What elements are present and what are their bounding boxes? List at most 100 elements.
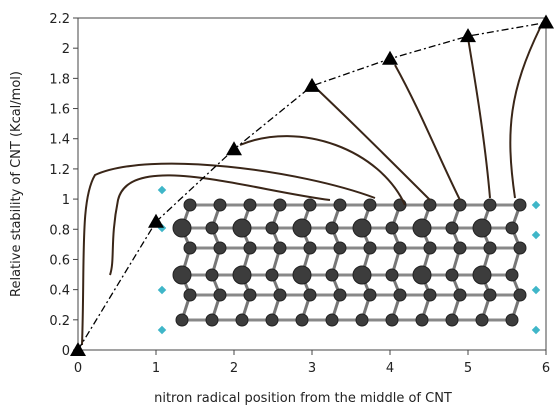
atom	[484, 199, 496, 211]
atom	[413, 219, 431, 237]
atom	[176, 314, 188, 326]
atom	[233, 219, 251, 237]
point	[304, 78, 320, 92]
atom	[326, 269, 338, 281]
atom	[484, 289, 496, 301]
atom	[446, 314, 458, 326]
atom	[506, 222, 518, 234]
point	[70, 342, 86, 356]
atom	[424, 199, 436, 211]
atom	[514, 289, 526, 301]
atom	[334, 289, 346, 301]
atom	[506, 269, 518, 281]
atom	[304, 199, 316, 211]
y-tick-label: 2.2	[49, 12, 70, 27]
atom	[206, 269, 218, 281]
hydrogen	[158, 186, 166, 194]
atom	[386, 222, 398, 234]
atom	[424, 289, 436, 301]
arrow	[468, 38, 490, 198]
atom	[334, 242, 346, 254]
atom	[356, 314, 368, 326]
atom	[413, 266, 431, 284]
atom	[206, 314, 218, 326]
atom	[334, 199, 346, 211]
hydrogen	[532, 231, 540, 239]
y-tick-label: 1.2	[49, 163, 70, 178]
atom	[244, 289, 256, 301]
atom	[184, 242, 196, 254]
atom	[353, 219, 371, 237]
atom	[446, 222, 458, 234]
atom	[236, 314, 248, 326]
hydrogen	[532, 201, 540, 209]
atom	[364, 242, 376, 254]
y-tick-label: 2	[62, 42, 70, 57]
x-axis-label: nitron radical position from the middle …	[154, 391, 452, 406]
atom	[506, 314, 518, 326]
atom	[293, 219, 311, 237]
y-tick-label: 0.8	[49, 223, 70, 238]
hydrogen	[532, 286, 540, 294]
atom	[214, 199, 226, 211]
atom	[514, 199, 526, 211]
y-tick-label: 1.4	[49, 133, 70, 148]
atom	[274, 199, 286, 211]
atom	[184, 199, 196, 211]
point	[538, 15, 554, 29]
x-tick-label: 5	[464, 361, 472, 376]
atom	[266, 269, 278, 281]
atom	[386, 269, 398, 281]
atom	[296, 314, 308, 326]
y-tick-label: 1	[62, 193, 70, 208]
arrow	[510, 28, 540, 198]
atom	[304, 289, 316, 301]
atom	[206, 222, 218, 234]
atom	[214, 242, 226, 254]
atom	[326, 222, 338, 234]
atom	[244, 242, 256, 254]
atom	[454, 242, 466, 254]
atom	[326, 314, 338, 326]
x-tick-label: 3	[308, 361, 316, 376]
atom	[266, 222, 278, 234]
atom	[266, 314, 278, 326]
atom	[454, 289, 466, 301]
atom	[233, 266, 251, 284]
chart: nitron radical position from the middle …	[0, 0, 557, 412]
atom	[364, 199, 376, 211]
atom	[173, 219, 191, 237]
atom	[473, 219, 491, 237]
x-tick-label: 4	[386, 361, 394, 376]
atom	[386, 314, 398, 326]
atom	[454, 199, 466, 211]
atom	[394, 289, 406, 301]
atom	[274, 289, 286, 301]
atom	[446, 269, 458, 281]
atom	[476, 314, 488, 326]
atom	[184, 289, 196, 301]
atom	[484, 242, 496, 254]
y-tick-label: 0.4	[49, 284, 70, 299]
hydrogen	[532, 326, 540, 334]
atom	[293, 266, 311, 284]
x-tick-label: 0	[74, 361, 82, 376]
x-tick-label: 6	[542, 361, 550, 376]
y-tick-label: 0	[62, 344, 70, 359]
atom	[214, 289, 226, 301]
y-tick-label: 0.2	[49, 314, 70, 329]
x-tick-label: 2	[230, 361, 238, 376]
point	[226, 141, 242, 155]
atom	[364, 289, 376, 301]
atom	[353, 266, 371, 284]
point	[148, 214, 164, 228]
atom	[424, 242, 436, 254]
y-tick-label: 0.6	[49, 253, 70, 268]
arrow	[395, 65, 460, 200]
atom	[394, 242, 406, 254]
atom	[473, 266, 491, 284]
x-tick-label: 1	[152, 361, 160, 376]
atom	[173, 266, 191, 284]
hydrogen	[158, 326, 166, 334]
y-tick-label: 1.6	[49, 103, 70, 118]
